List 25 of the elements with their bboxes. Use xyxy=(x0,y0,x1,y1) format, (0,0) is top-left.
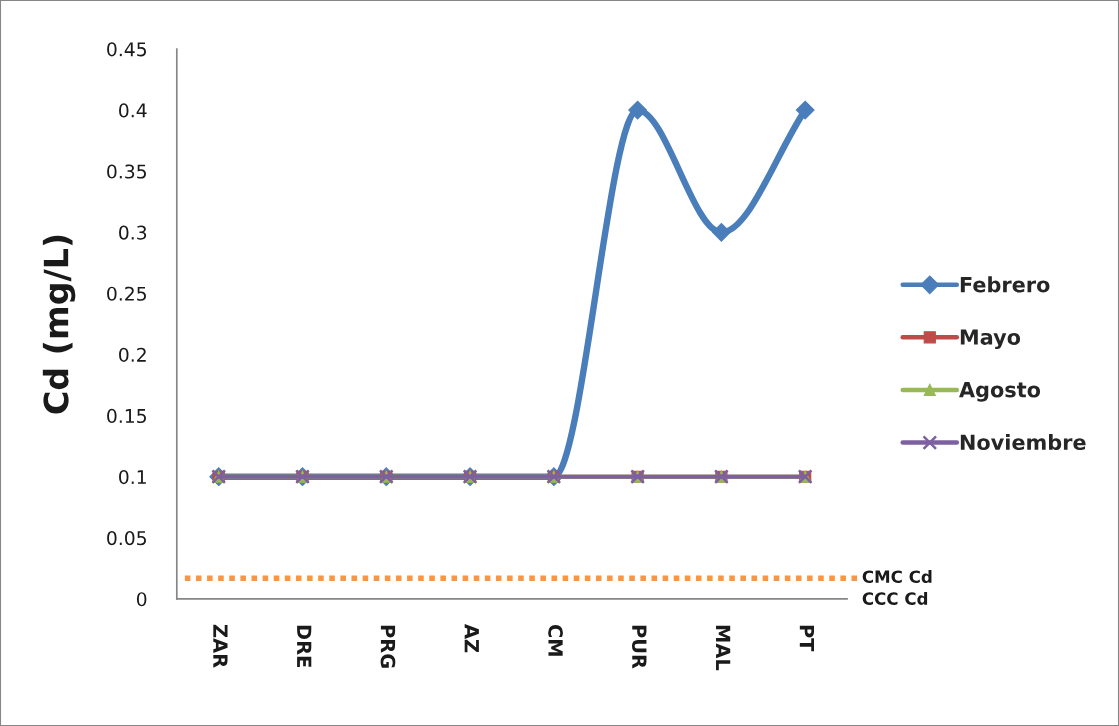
y-tick-label: 0.45 xyxy=(107,42,146,57)
y-tick-label: 0.25 xyxy=(107,286,146,301)
y-tick-label: 0.05 xyxy=(107,531,146,546)
legend-label: Mayo xyxy=(960,329,1021,350)
y-axis-title: Cd (mg/L) xyxy=(42,235,76,414)
legend-label: Febrero xyxy=(960,276,1050,293)
y-tick-label: 0.35 xyxy=(107,164,146,179)
x-tick-label: PRG xyxy=(380,625,396,668)
x-tick-label: PT xyxy=(799,625,814,652)
text: CCC Cd xyxy=(862,591,928,605)
y-tick-label: 0 xyxy=(136,592,147,607)
ref-line-label: CMC Cd xyxy=(862,570,932,584)
x-tick-label: ZAR xyxy=(213,624,228,668)
y-tick-label: 0.1 xyxy=(119,469,146,485)
x-tick-label: PUR xyxy=(631,625,647,669)
x-tick-label: MAL xyxy=(716,625,731,671)
y-tick-label: 0.2 xyxy=(119,347,146,362)
y-tick-label: 0.4 xyxy=(119,103,147,118)
x-tick-label: DRE xyxy=(297,625,312,667)
legend-label: Noviembre xyxy=(960,433,1086,451)
x-tick-label: CM xyxy=(548,624,563,656)
legend-label: Agosto xyxy=(959,382,1041,402)
x-tick-label: AZ xyxy=(464,624,479,653)
y-tick-label: 0.3 xyxy=(119,225,147,240)
y-tick-label: 0.15 xyxy=(107,408,146,424)
